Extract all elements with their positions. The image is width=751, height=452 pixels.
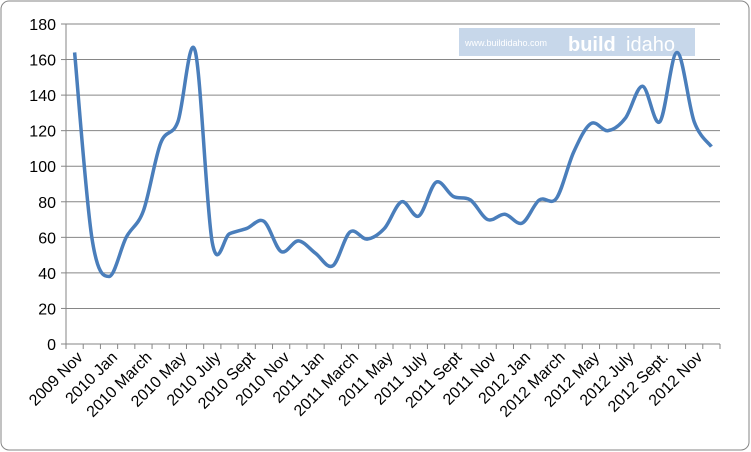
- y-tick-label: 20: [38, 301, 56, 318]
- watermark-bg: [459, 28, 695, 56]
- y-tick-label: 60: [38, 230, 56, 247]
- y-tick-label: 40: [38, 266, 56, 283]
- y-tick-label: 160: [29, 53, 56, 70]
- watermark-url: www.buildidaho.com: [464, 38, 547, 48]
- y-tick-label: 0: [47, 337, 56, 354]
- y-tick-label: 140: [29, 88, 56, 105]
- y-tick-label: 80: [38, 195, 56, 212]
- data-line: [72, 45, 713, 279]
- watermark: www.buildidaho.com build idaho: [459, 28, 695, 56]
- y-tick-label: 100: [29, 159, 56, 176]
- y-tick-label: 180: [29, 17, 56, 34]
- y-tick-label: 120: [29, 124, 56, 141]
- watermark-logo: build: [568, 34, 616, 56]
- watermark-logo: idaho: [626, 34, 675, 56]
